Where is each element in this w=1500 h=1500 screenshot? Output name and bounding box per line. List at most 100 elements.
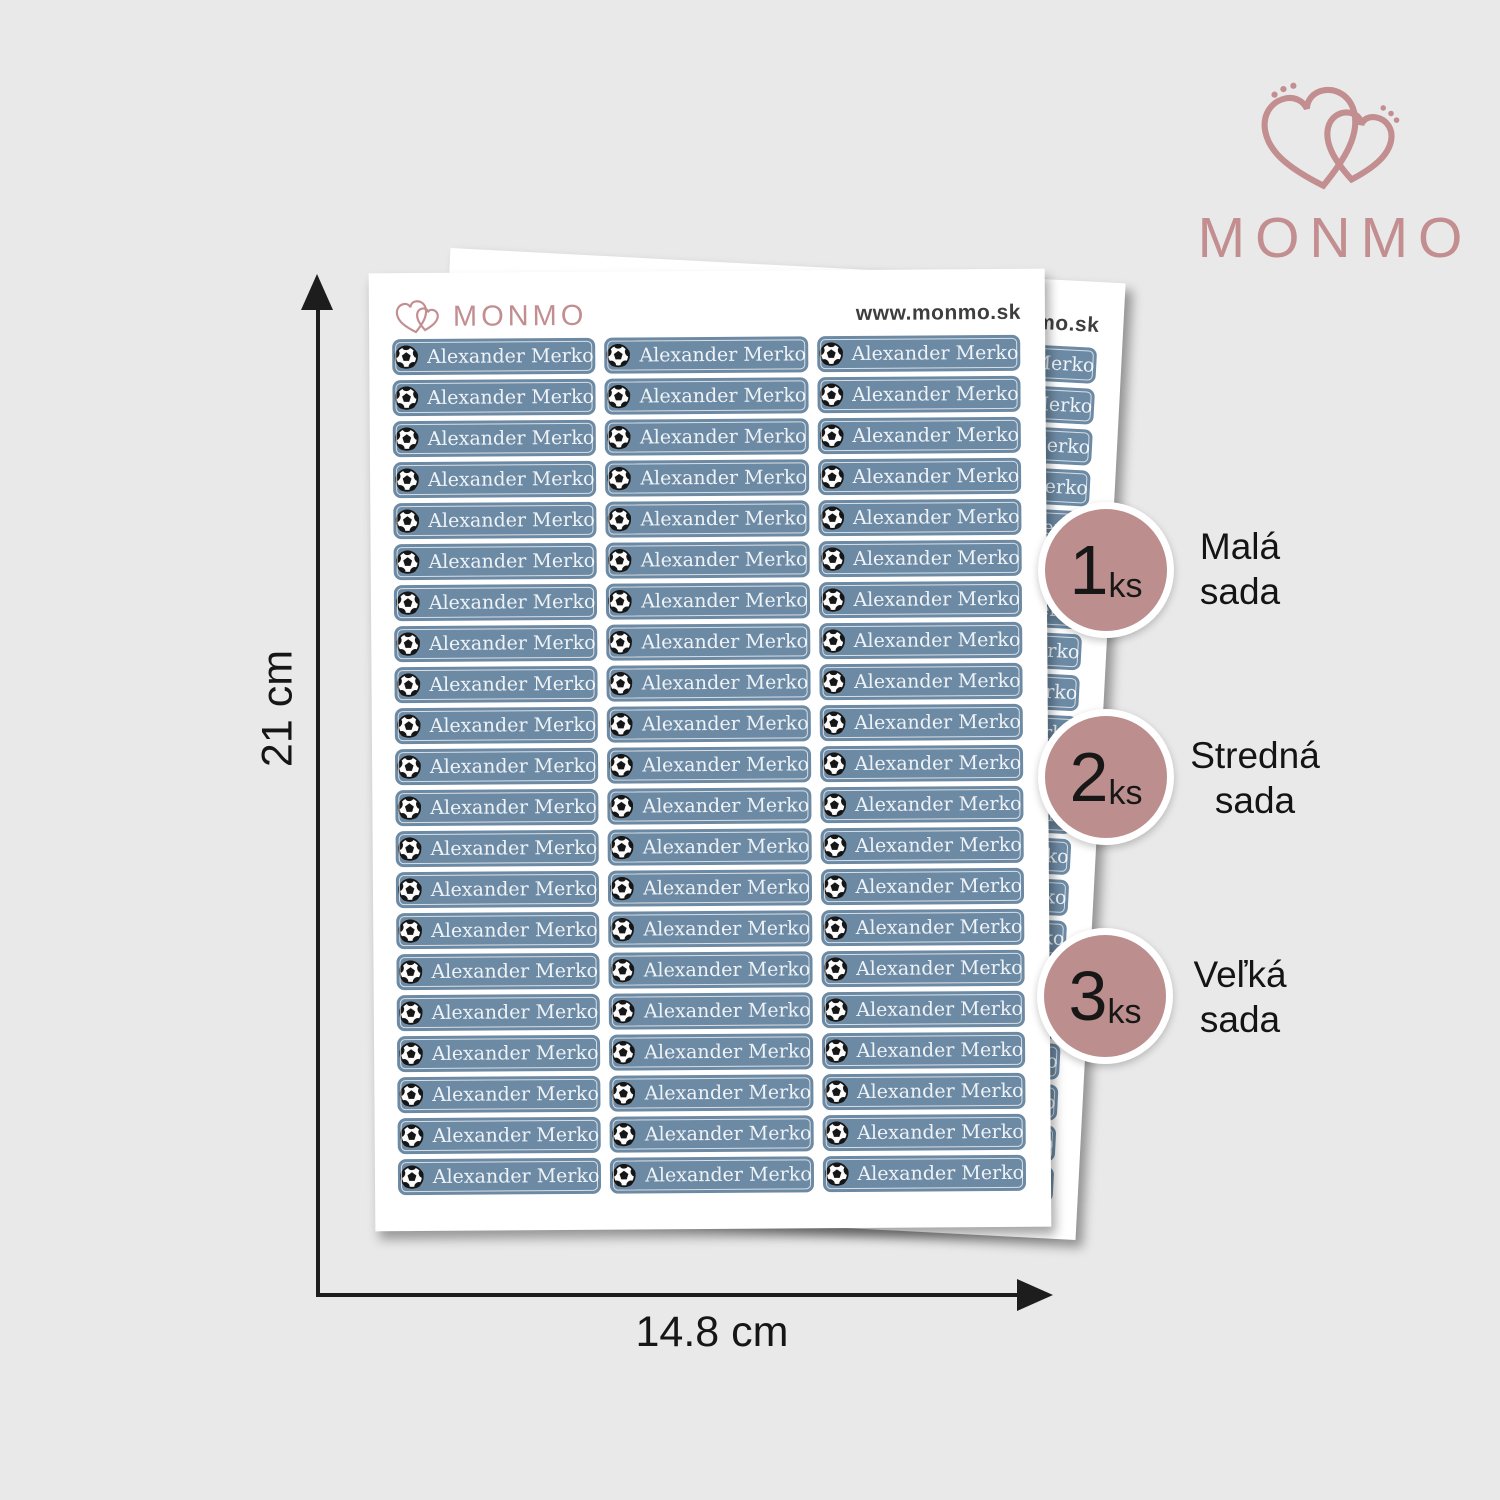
label-name-text: Alexander Merko — [640, 466, 807, 490]
sheet-header: MONMO www.monmo.sk — [393, 293, 1021, 337]
label-name-text: Alexander Merko — [429, 754, 597, 778]
height-dimension-label: 21 cm — [253, 649, 302, 768]
label-name-text: Alexander Merko — [853, 546, 1020, 570]
name-label: Alexander Merko — [396, 993, 601, 1032]
name-label: Alexander Merko — [819, 785, 1024, 824]
option-label-line: Malá — [1199, 526, 1281, 567]
label-name-text: Alexander Merko — [432, 1164, 600, 1188]
soccer-ball-icon — [819, 342, 843, 366]
name-label: Alexander Merko — [819, 662, 1023, 701]
name-label: Alexander Merko — [605, 459, 809, 497]
label-name-text: Alexander Merko — [641, 589, 808, 613]
soccer-ball-icon — [823, 957, 847, 981]
name-label: Alexander Merko — [818, 580, 1023, 619]
name-label: Alexander Merko — [397, 1075, 601, 1114]
sheet-logo: MONMO — [393, 296, 588, 337]
label-name-text: Alexander Merko — [645, 1163, 812, 1187]
name-label: Alexander Merko — [607, 828, 812, 866]
name-label: Alexander Merko — [819, 744, 1024, 783]
label-name-text: Alexander Merko — [639, 425, 807, 449]
soccer-ball-icon — [612, 1122, 636, 1147]
label-name-text: Alexander Merko — [428, 508, 595, 532]
name-label: Alexander Merko — [608, 869, 812, 907]
label-name-text: Alexander Merko — [427, 426, 595, 450]
soccer-ball-icon — [398, 878, 422, 902]
name-label: Alexander Merko — [605, 500, 810, 538]
name-label: Alexander Merko — [394, 747, 599, 786]
soccer-ball-icon — [399, 1124, 424, 1148]
label-name-text: Alexander Merko — [640, 507, 808, 531]
soccer-ball-icon — [821, 711, 845, 735]
soccer-ball-icon — [611, 1081, 636, 1106]
name-label: Alexander Merko — [396, 1034, 601, 1073]
name-label: Alexander Merko — [396, 911, 600, 950]
label-name-text: Alexander Merko — [429, 713, 597, 737]
label-name-text: Alexander Merko — [852, 464, 1020, 488]
label-name-text: Alexander Merko — [852, 423, 1019, 447]
name-label: Alexander Merko — [820, 867, 1025, 906]
name-label: Alexander Merko — [393, 501, 597, 540]
name-label: Alexander Merko — [821, 949, 1025, 988]
brand-wordmark: MONMO — [1197, 206, 1473, 270]
name-label: Alexander Merko — [606, 582, 810, 620]
label-name-text: Alexander Merko — [639, 384, 807, 408]
soccer-ball-icon — [397, 755, 421, 779]
soccer-ball-icon — [820, 588, 845, 612]
label-name-text: Alexander Merko — [855, 956, 1023, 980]
option-label-small-set: Malá sada — [1145, 524, 1335, 614]
soccer-ball-icon — [611, 999, 635, 1024]
soccer-ball-icon — [397, 714, 421, 738]
option-label-line: Stredná — [1190, 735, 1320, 776]
soccer-ball-icon — [399, 1042, 423, 1066]
label-name-text: Alexander Merko — [643, 917, 811, 941]
label-name-text: Alexander Merko — [854, 710, 1021, 734]
name-label: Alexander Merko — [606, 623, 811, 661]
label-name-text: Alexander Merko — [427, 467, 595, 491]
soccer-ball-icon — [611, 958, 635, 983]
name-label: Alexander Merko — [392, 460, 597, 499]
badge-count: 3 — [1068, 957, 1108, 1035]
badge-unit: ks — [1107, 993, 1142, 1031]
name-label: Alexander Merko — [821, 1031, 1026, 1070]
name-label: Alexander Merko — [395, 870, 600, 909]
badge-count: 2 — [1069, 738, 1109, 816]
label-name-text: Alexander Merko — [644, 1081, 812, 1105]
name-label: Alexander Merko — [394, 665, 598, 704]
soccer-ball-icon — [398, 960, 423, 984]
soccer-ball-icon — [819, 424, 843, 448]
name-label: Alexander Merko — [393, 583, 598, 622]
label-name-text: Alexander Merko — [427, 385, 595, 409]
soccer-ball-icon — [608, 589, 632, 614]
label-name-text: Alexander Merko — [641, 712, 809, 736]
name-label: Alexander Merko — [822, 1113, 1026, 1152]
option-label-line: sada — [1199, 999, 1281, 1040]
soccer-ball-icon — [824, 1162, 849, 1186]
name-label: Alexander Merko — [821, 990, 1025, 1029]
width-dimension-label: 14.8 cm — [635, 1308, 789, 1356]
badge-1ks: 1 ks — [1038, 502, 1174, 638]
label-name-text: Alexander Merko — [431, 959, 599, 983]
soccer-ball-icon — [612, 1163, 636, 1188]
label-name-text: Alexander Merko — [644, 1040, 811, 1064]
soccer-ball-icon — [394, 345, 418, 369]
option-label-line: sada — [1214, 780, 1296, 821]
name-label: Alexander Merko — [604, 336, 809, 374]
name-label: Alexander Merko — [395, 829, 600, 868]
name-label: Alexander Merko — [605, 541, 810, 579]
soccer-ball-icon — [610, 835, 634, 860]
name-label: Alexander Merko — [817, 375, 1021, 414]
soccer-ball-icon — [821, 670, 845, 694]
option-label-large-set: Veľká sada — [1145, 952, 1335, 1042]
soccer-ball-icon — [608, 630, 633, 655]
label-name-text: Alexander Merko — [429, 631, 596, 655]
name-label: Alexander Merko — [609, 1074, 814, 1112]
soccer-ball-icon — [821, 752, 846, 776]
label-name-text: Alexander Merko — [851, 382, 1019, 406]
name-label: Alexander Merko — [818, 621, 1023, 660]
soccer-ball-icon — [823, 998, 847, 1022]
arrow-right-icon — [1017, 1278, 1053, 1311]
label-name-text: Alexander Merko — [429, 672, 597, 696]
label-name-text: Alexander Merko — [855, 915, 1023, 939]
label-name-text: Alexander Merko — [430, 795, 597, 819]
label-name-text: Alexander Merko — [857, 1161, 1025, 1185]
